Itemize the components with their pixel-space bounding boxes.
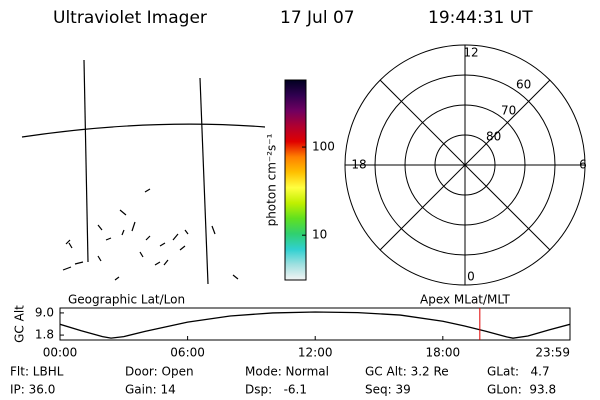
- polar-spoke: [379, 79, 551, 251]
- latitude-label: 70: [501, 104, 516, 118]
- x-tick-label: 23:59: [535, 346, 570, 360]
- x-tick-label: 06:00: [170, 346, 205, 360]
- x-tick-label: 00:00: [43, 346, 78, 360]
- x-tick-label: 18:00: [426, 346, 461, 360]
- colorbar: 10 100: [284, 79, 335, 281]
- latitude-label: 80: [486, 130, 501, 144]
- y-tick-label: 9.0: [35, 305, 54, 319]
- title: Ultraviolet Imager: [53, 8, 207, 28]
- meridian: [83, 59, 89, 263]
- date: 17 Jul 07: [280, 8, 355, 28]
- latitude-ring: [404, 104, 526, 226]
- data-fragments: [62, 188, 239, 281]
- status-field: Gain: 14: [125, 383, 176, 397]
- geographic-map: [21, 59, 266, 285]
- mlt-label: 18: [351, 158, 366, 172]
- x-tick-label: 12:00: [298, 346, 333, 360]
- parallel: [21, 123, 266, 138]
- colorbar-tick-label: 100: [312, 140, 335, 154]
- latitude-ring: [434, 134, 496, 196]
- mlt-label: 6: [579, 158, 587, 172]
- colorbar-fill: [284, 79, 307, 281]
- time: 19:44:31 UT: [428, 8, 533, 28]
- map-label: Apex MLat/MLT: [420, 293, 510, 307]
- status-field: GLat: 4.7: [487, 365, 550, 379]
- altitude-plot: 1.8 9.0 00:00 06:00 12:00 18:00 23:59: [35, 305, 571, 360]
- status-field: Mode: Normal: [245, 365, 329, 379]
- status-field: Flt: LBHL: [10, 365, 64, 379]
- y-axis-label: GC Alt: [13, 305, 27, 343]
- mlt-label: 12: [463, 46, 478, 60]
- altitude-line: [60, 311, 570, 339]
- latitude-label: 60: [516, 78, 531, 92]
- status-field: Seq: 39: [365, 383, 411, 397]
- status-bar: Flt: LBHL Door: Open Mode: Normal GC Alt: 3…: [10, 365, 556, 397]
- y-tick-label: 1.8: [35, 328, 54, 342]
- status-field: IP: 36.0: [10, 383, 55, 397]
- latitude-ring: [374, 74, 556, 256]
- mlt-label: 0: [467, 270, 475, 284]
- colorbar-tick-label: 10: [312, 228, 327, 242]
- status-field: Door: Open: [125, 365, 194, 379]
- status-field: GC Alt: 3.2 Re: [365, 365, 449, 379]
- status-field: GLon: 93.8: [487, 383, 556, 397]
- map-label: Geographic Lat/Lon: [68, 293, 185, 307]
- colorbar-label: photon cm⁻²s⁻¹: [265, 133, 279, 226]
- meridian: [199, 77, 209, 285]
- status-field: Dsp: -6.1: [245, 383, 307, 397]
